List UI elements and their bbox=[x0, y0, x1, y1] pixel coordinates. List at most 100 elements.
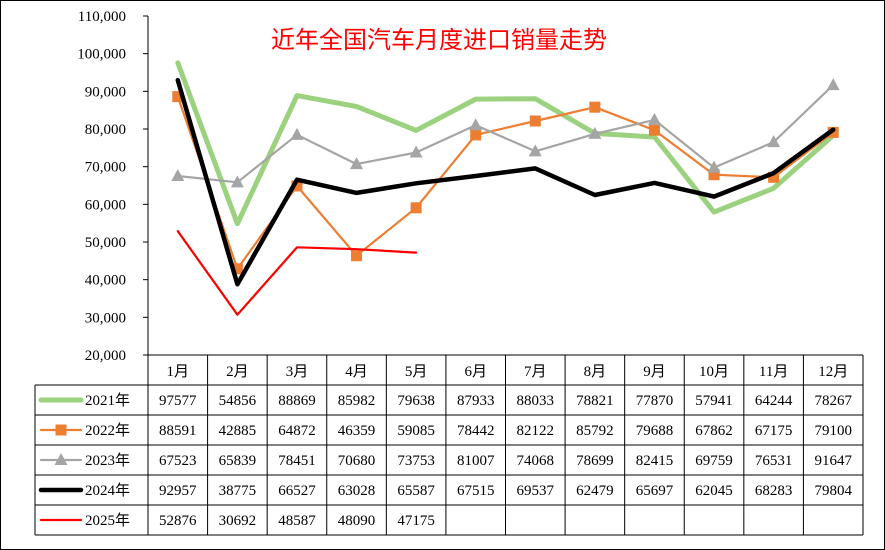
data-table-value: 64244 bbox=[755, 393, 793, 409]
square-marker bbox=[172, 91, 184, 103]
x-tick-label: 11月 bbox=[759, 364, 788, 380]
data-table-value: 67862 bbox=[695, 423, 733, 439]
data-table-value: 42885 bbox=[219, 423, 257, 439]
x-tick-label: 7月 bbox=[524, 364, 547, 380]
data-table-value: 65839 bbox=[219, 453, 257, 469]
data-table-value: 68283 bbox=[755, 483, 793, 499]
y-tick-label: 50,000 bbox=[85, 235, 126, 251]
y-tick-label: 80,000 bbox=[85, 122, 126, 138]
triangle-marker bbox=[767, 135, 781, 148]
legend-label: 2024年 bbox=[85, 482, 130, 499]
data-table-value: 88869 bbox=[278, 393, 316, 409]
y-tick-label: 30,000 bbox=[85, 310, 126, 326]
data-table-value: 57941 bbox=[695, 393, 733, 409]
data-table-value: 65697 bbox=[636, 483, 674, 499]
data-table-value: 69759 bbox=[695, 453, 733, 469]
triangle-marker bbox=[588, 126, 602, 139]
data-table-value: 52876 bbox=[159, 513, 197, 529]
data-table-value: 78821 bbox=[576, 393, 614, 409]
data-table-value: 82122 bbox=[517, 423, 555, 439]
chart-title: 近年全国汽车月度进口销量走势 bbox=[271, 26, 607, 54]
data-table-value: 67515 bbox=[457, 483, 495, 499]
triangle-marker bbox=[290, 127, 304, 140]
triangle-marker bbox=[707, 160, 721, 173]
data-table-value: 46359 bbox=[338, 423, 376, 439]
data-table-value: 77870 bbox=[636, 393, 674, 409]
y-tick-label: 100,000 bbox=[77, 47, 126, 63]
x-tick-label: 4月 bbox=[345, 364, 368, 380]
data-table-value: 66527 bbox=[278, 483, 316, 499]
legend-label: 2025年 bbox=[85, 512, 130, 529]
x-tick-label: 2月 bbox=[226, 364, 249, 380]
data-table-value: 78699 bbox=[576, 453, 614, 469]
data-table-value: 63028 bbox=[338, 483, 376, 499]
data-table-value: 67523 bbox=[159, 453, 197, 469]
square-marker bbox=[231, 263, 243, 275]
y-tick-label: 90,000 bbox=[85, 84, 126, 100]
data-table-value: 59085 bbox=[397, 423, 435, 439]
legend-label: 2022年 bbox=[85, 422, 130, 439]
data-table-value: 62479 bbox=[576, 483, 614, 499]
square-marker bbox=[351, 250, 363, 262]
data-table-value: 74068 bbox=[517, 453, 555, 469]
y-tick-label: 70,000 bbox=[85, 160, 126, 176]
data-table-value: 87933 bbox=[457, 393, 495, 409]
data-table-value: 65587 bbox=[397, 483, 435, 499]
y-tick-label: 20,000 bbox=[85, 348, 126, 364]
square-marker bbox=[410, 202, 422, 214]
data-table-value: 78451 bbox=[278, 453, 316, 469]
square-marker bbox=[768, 171, 780, 183]
series-line-2024年 bbox=[175, 77, 836, 287]
data-table-value: 67175 bbox=[755, 423, 793, 439]
triangle-marker bbox=[54, 453, 68, 465]
square-marker bbox=[55, 424, 67, 436]
data-table-value: 78442 bbox=[457, 423, 495, 439]
square-marker bbox=[291, 180, 303, 192]
data-table-value: 88591 bbox=[159, 423, 197, 439]
series-line-2022年 bbox=[176, 95, 835, 270]
square-marker bbox=[648, 124, 660, 136]
data-table-value: 81007 bbox=[457, 453, 495, 469]
y-tick-label: 60,000 bbox=[85, 197, 126, 213]
triangle-marker bbox=[647, 112, 661, 125]
data-table-value: 78267 bbox=[814, 393, 852, 409]
legend-label: 2021年 bbox=[85, 392, 130, 409]
x-tick-label: 3月 bbox=[286, 364, 309, 380]
triangle-marker bbox=[350, 157, 364, 170]
data-table-value: 79804 bbox=[814, 483, 852, 499]
data-table-value: 85982 bbox=[338, 393, 376, 409]
triangle-marker bbox=[171, 168, 185, 181]
series-line-2025年 bbox=[176, 230, 418, 316]
square-marker bbox=[529, 115, 541, 127]
x-tick-label: 9月 bbox=[643, 364, 666, 380]
data-table-value: 92957 bbox=[159, 483, 197, 499]
triangle-marker bbox=[826, 78, 840, 91]
data-table-value: 88033 bbox=[517, 393, 555, 409]
data-table-value: 64872 bbox=[278, 423, 316, 439]
data-table-value: 48587 bbox=[278, 513, 316, 529]
triangle-marker bbox=[409, 145, 423, 158]
square-marker bbox=[708, 169, 720, 181]
triangle-marker bbox=[469, 118, 483, 131]
legend-label: 2023年 bbox=[85, 452, 130, 469]
data-table-value: 30692 bbox=[219, 513, 257, 529]
data-table-value: 70680 bbox=[338, 453, 376, 469]
x-tick-label: 12月 bbox=[818, 364, 848, 380]
x-tick-label: 1月 bbox=[167, 364, 190, 380]
data-table-value: 54856 bbox=[219, 393, 257, 409]
data-table-value: 47175 bbox=[397, 513, 435, 529]
x-tick-label: 8月 bbox=[584, 364, 607, 380]
x-tick-label: 6月 bbox=[464, 364, 487, 380]
square-marker bbox=[589, 101, 601, 113]
data-table-value: 69537 bbox=[517, 483, 555, 499]
series-line-2023年 bbox=[176, 83, 835, 184]
triangle-marker bbox=[528, 144, 542, 157]
y-tick-label: 40,000 bbox=[85, 273, 126, 289]
y-tick-label: 110,000 bbox=[78, 9, 126, 25]
x-tick-label: 5月 bbox=[405, 364, 428, 380]
triangle-marker bbox=[230, 175, 244, 188]
data-table-value: 38775 bbox=[219, 483, 257, 499]
data-table-value: 82415 bbox=[636, 453, 674, 469]
